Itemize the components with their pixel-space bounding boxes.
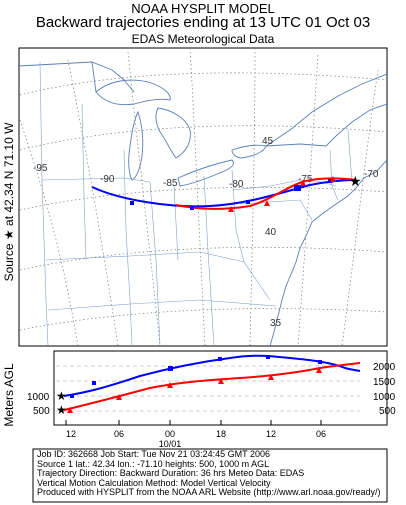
vertical-motion-info-line: Vertical Motion Calculation Method: Mode… bbox=[37, 477, 271, 488]
lon-label-95: -95 bbox=[33, 163, 48, 174]
traj-1000m-marker bbox=[328, 179, 332, 183]
traj-1000m-marker bbox=[294, 185, 301, 191]
traj-500m-marker bbox=[330, 176, 336, 182]
title-trajectories: Backward trajectories ending at 13 UTC 0… bbox=[35, 14, 371, 31]
produced-with-line: Produced with HYSPLIT from the NOAA ARL … bbox=[37, 487, 381, 497]
profile-1000m-marker bbox=[70, 394, 74, 398]
right-tick-500: 500 bbox=[379, 406, 396, 417]
profile-500m-marker bbox=[67, 407, 73, 413]
traj-1000m-marker bbox=[130, 201, 134, 205]
lon-label-75: -75 bbox=[298, 174, 313, 185]
time-label-12b: 12 bbox=[266, 429, 276, 439]
source-info-line: Source 1 lat.: 42.34 lon.: -71.10 height… bbox=[37, 458, 270, 469]
height-gridlines bbox=[56, 365, 360, 412]
time-label-06b: 06 bbox=[316, 429, 326, 439]
time-label-06a: 06 bbox=[114, 429, 124, 439]
time-label-18: 18 bbox=[216, 429, 226, 439]
traj-1000m-marker bbox=[246, 200, 250, 204]
profile-1000m-markers bbox=[70, 355, 322, 398]
graticule-labels: -95 -90 -85 -80 -75 -70 45 40 35 bbox=[33, 136, 379, 329]
traj-500m-marker bbox=[228, 206, 234, 212]
profile-500m-marker bbox=[167, 382, 173, 388]
profile-1000m-marker bbox=[266, 355, 270, 359]
lon-label-80: -80 bbox=[229, 179, 244, 190]
left-tick-500: 500 bbox=[33, 406, 50, 417]
source-star-500m-icon: ★ bbox=[56, 403, 67, 417]
profile-500m-marker bbox=[268, 374, 274, 380]
source-star-icon: ★ bbox=[349, 173, 362, 189]
title-model: NOAA HYSPLIT MODEL bbox=[131, 1, 275, 16]
lon-label-85: -85 bbox=[163, 178, 178, 189]
profile-500m-marker bbox=[116, 394, 122, 400]
traj-1000m-marker bbox=[190, 206, 194, 210]
source-star-1000m-icon: ★ bbox=[56, 389, 67, 403]
coastlines-and-borders bbox=[19, 61, 387, 346]
title-met-data: EDAS Meteorological Data bbox=[131, 32, 275, 46]
map-frame bbox=[18, 47, 388, 347]
trajectory-1000m-markers bbox=[130, 179, 332, 210]
lon-label-90: -90 bbox=[100, 174, 115, 185]
profile-1000m-marker bbox=[168, 366, 173, 371]
trajectory-500m-path bbox=[175, 177, 357, 210]
profile-1000m-marker bbox=[218, 357, 222, 361]
job-info-box: Job ID: 362668 Job Start: Tue Nov 21 03:… bbox=[37, 449, 381, 498]
lon-label-70: -70 bbox=[364, 169, 379, 180]
lat-label-35: 35 bbox=[270, 318, 282, 329]
right-tick-1500: 1500 bbox=[373, 377, 396, 388]
lat-label-40: 40 bbox=[265, 227, 277, 238]
right-tick-2000: 2000 bbox=[373, 362, 396, 373]
info-box-frame bbox=[32, 448, 388, 503]
trajectory-info-line: Trajectory Direction: Backward Duration:… bbox=[37, 468, 305, 478]
traj-500m-marker bbox=[264, 200, 270, 206]
lat-label-45: 45 bbox=[262, 136, 274, 147]
time-label-12a: 12 bbox=[66, 429, 76, 439]
profile-1000m-line bbox=[63, 354, 361, 397]
profile-500m-marker bbox=[316, 367, 322, 373]
trajectory-500m-markers bbox=[228, 176, 336, 212]
profile-1000m-marker bbox=[92, 381, 96, 385]
right-tick-1000: 1000 bbox=[373, 392, 396, 403]
time-label-00: 00 bbox=[165, 429, 175, 439]
traj-500m-marker bbox=[300, 180, 306, 186]
time-ticks bbox=[65, 420, 322, 425]
profile-500m-markers bbox=[67, 367, 322, 413]
date-label: 10/01 bbox=[159, 439, 182, 449]
profile-500m-marker bbox=[218, 378, 224, 384]
left-tick-1000: 1000 bbox=[27, 392, 50, 403]
job-info-line: Job ID: 362668 Job Start: Tue Nov 21 03:… bbox=[37, 449, 270, 459]
profile-1000m-marker bbox=[318, 360, 322, 364]
